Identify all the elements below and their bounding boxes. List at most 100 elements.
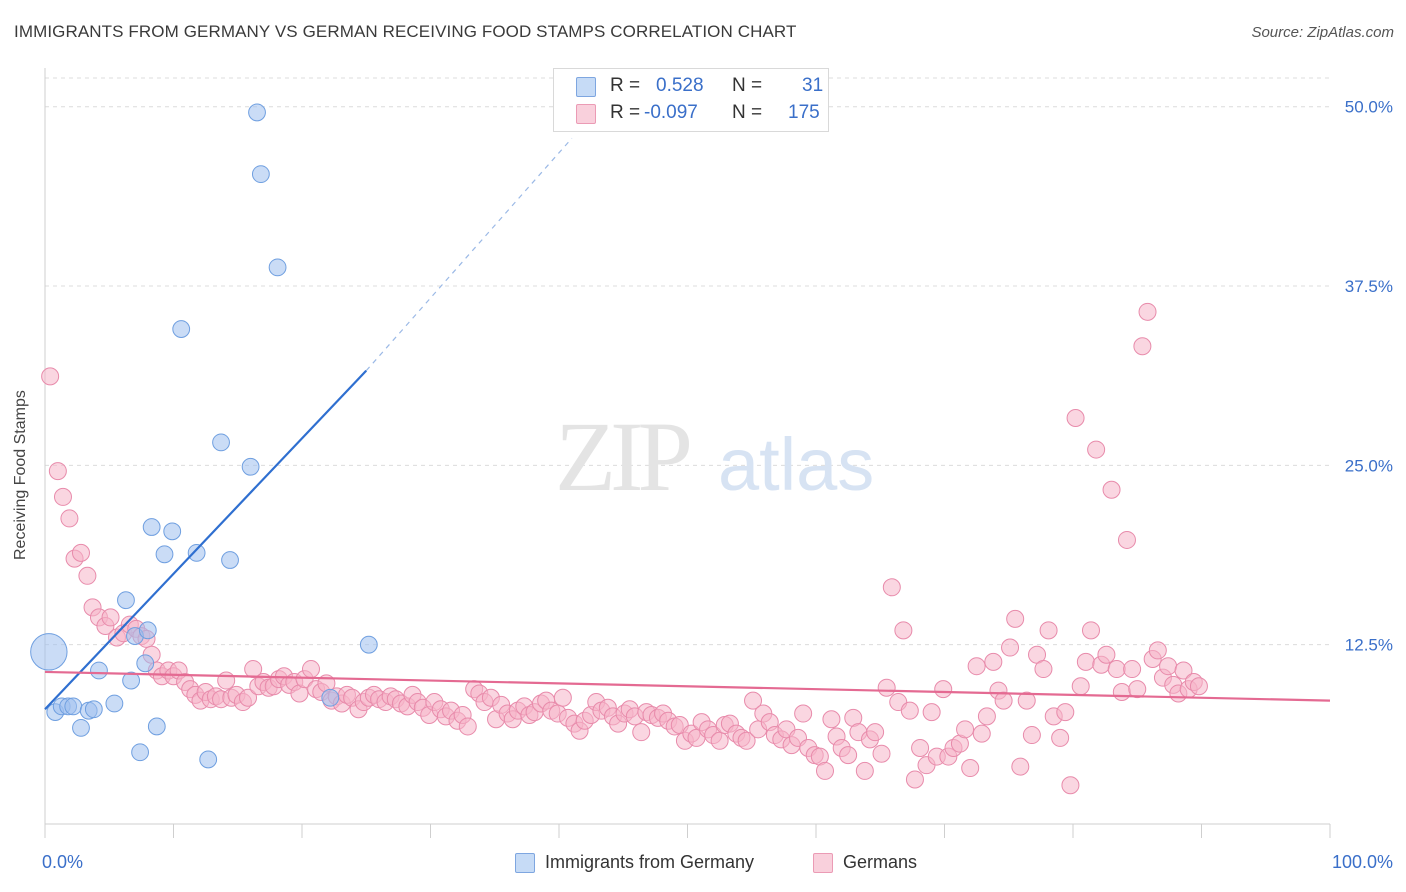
germans-point [41, 367, 60, 386]
germans-point [977, 707, 996, 726]
trend-lines [44, 137, 1331, 710]
germans-point [872, 744, 891, 763]
germans-point [1006, 609, 1025, 628]
germans-point [458, 717, 477, 736]
germans-point [934, 680, 953, 699]
germans-point [905, 770, 924, 789]
germans-point [1061, 776, 1080, 795]
germans-point [1034, 660, 1053, 679]
germans-point [1174, 661, 1193, 680]
y-tick-label: 50.0% [1345, 98, 1393, 117]
germans-point [967, 657, 986, 676]
immigrants-point [241, 457, 260, 476]
germans-point [794, 704, 813, 723]
immigrants-point [117, 591, 135, 610]
immigrants-point [84, 700, 103, 719]
germans-point [822, 710, 841, 729]
germans-point [744, 691, 763, 710]
legend-r-label: R = [610, 75, 641, 96]
germans-point [239, 688, 258, 707]
germans-point [48, 462, 67, 481]
x-tick-label-min: 0.0% [42, 852, 84, 872]
germans-point [1087, 440, 1106, 459]
immigrants-point [30, 633, 68, 671]
y-tick-labels: 12.5% 25.0% 37.5% 50.0% [1345, 98, 1393, 655]
y-tick-label: 12.5% [1345, 636, 1393, 655]
germans-point [1148, 641, 1167, 660]
germans-point [1117, 530, 1136, 549]
immigrants-point [248, 103, 266, 122]
legend-r-value: -0.097 [644, 102, 698, 123]
germans-point [301, 660, 320, 679]
correlation-legend: R = 0.528 N = 31 R = -0.097 N = 175 [553, 68, 829, 132]
immigrants-point [187, 543, 206, 562]
immigrants-point [172, 320, 191, 338]
immigrants-point [90, 661, 108, 680]
immigrants-point [131, 743, 149, 762]
immigrants-point [142, 518, 161, 536]
chart-title: IMMIGRANTS FROM GERMANY VS GERMAN RECEIV… [14, 22, 797, 41]
germans-point [866, 723, 885, 742]
immigrants-point [122, 671, 140, 690]
germans-point [1097, 645, 1116, 664]
germans-point [894, 621, 913, 640]
germans-point [1017, 691, 1036, 710]
watermark: ZIP atlas [555, 401, 874, 512]
immigrants-point [163, 522, 182, 541]
germans-point [1001, 638, 1020, 657]
legend-swatch-germans [576, 104, 596, 124]
bottom-legend-label-immigrants: Immigrants from Germany [545, 852, 755, 872]
immigrants-point [155, 545, 174, 564]
germans-point [1051, 728, 1070, 747]
immigrants-point [359, 635, 378, 654]
germans-point [1039, 621, 1058, 640]
immigrants-point [321, 688, 340, 707]
legend-r-label: R = [610, 102, 641, 123]
germans-point [1107, 660, 1126, 679]
germans-point [710, 731, 729, 750]
immigrants-point [147, 717, 166, 736]
germans-point [71, 543, 90, 562]
immigrants-point [221, 551, 239, 569]
germans-point [1102, 480, 1121, 499]
immigrants-trend-line [44, 369, 368, 710]
germans-point [1066, 409, 1085, 428]
germans-point [855, 761, 874, 780]
bottom-legend-swatch-germans [813, 853, 833, 873]
germans-point [632, 723, 651, 742]
immigrants-point [199, 750, 218, 769]
germans-point [911, 738, 930, 757]
bottom-legend-swatch-immigrants [515, 853, 535, 873]
germans-point [815, 761, 834, 780]
germans-point [53, 487, 72, 506]
source-label: Source: ZipAtlas.com [1251, 24, 1394, 41]
germans-point [737, 731, 756, 750]
germans-point [1133, 337, 1152, 356]
immigrants-point [136, 654, 155, 673]
germans-point [956, 720, 975, 739]
immigrants-point [251, 165, 270, 184]
germans-point [900, 701, 919, 720]
germans-point [877, 678, 896, 697]
axes [44, 68, 1331, 838]
germans-point [1128, 680, 1147, 699]
legend-n-value: 175 [788, 102, 820, 123]
germans-point [101, 608, 120, 627]
germans-points [41, 302, 1208, 795]
immigrants-point [138, 621, 157, 640]
germans-point [1022, 726, 1041, 745]
germans-trend-line [44, 670, 1331, 702]
legend-r-value: 0.528 [656, 75, 704, 96]
x-tick-label-max: 100.0% [1331, 852, 1393, 872]
immigrants-point [212, 433, 230, 452]
germans-point [1159, 657, 1178, 676]
legend-n-value: 31 [802, 75, 824, 96]
y-tick-label: 25.0% [1345, 456, 1393, 475]
y-tick-label: 37.5% [1345, 277, 1393, 296]
germans-point [217, 671, 236, 690]
germans-point [1112, 683, 1131, 702]
legend-swatch-immigrants [576, 77, 596, 97]
germans-point [60, 509, 79, 528]
germans-point [994, 691, 1013, 710]
